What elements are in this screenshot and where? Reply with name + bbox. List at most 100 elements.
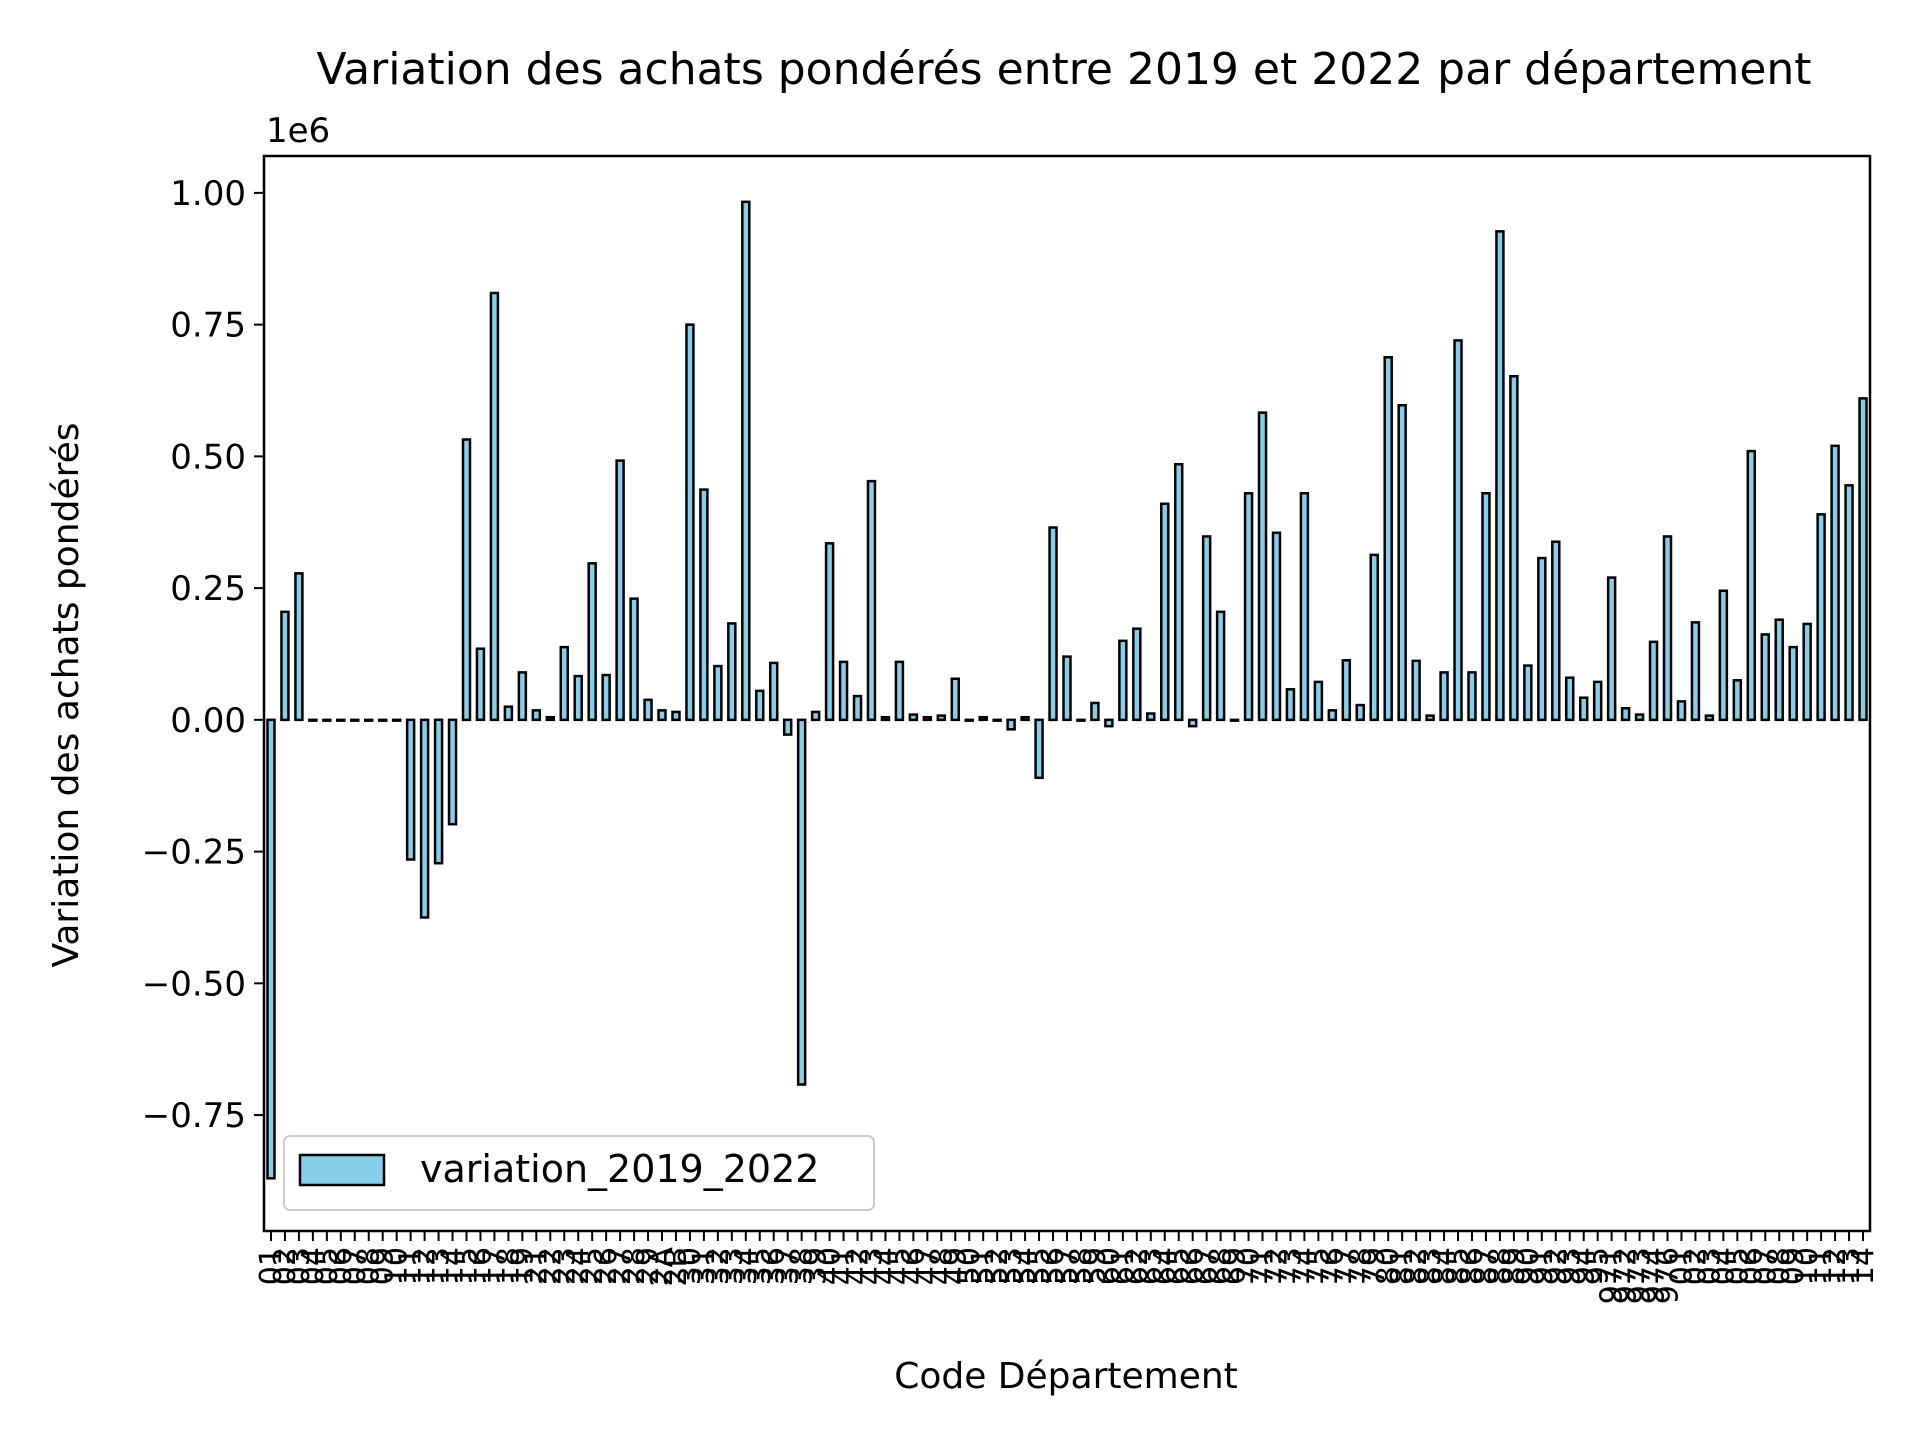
x-tick-label: 12 <box>408 1247 443 1285</box>
x-tick-label: 01 <box>1664 1247 1699 1285</box>
bar <box>1425 714 1435 722</box>
bar <box>1662 535 1673 722</box>
x-tick-label: 75 <box>1301 1247 1336 1285</box>
bar <box>1732 679 1743 722</box>
x-tick-label: 54 <box>1008 1247 1043 1285</box>
bar <box>531 709 542 722</box>
x-tick-label: 2A <box>645 1247 680 1287</box>
x-tick-label: 37 <box>771 1247 806 1285</box>
x-tick-label: 04 <box>296 1247 331 1285</box>
x-tick-label: 72 <box>1259 1247 1294 1285</box>
bar <box>1341 659 1352 722</box>
bar <box>1634 713 1645 722</box>
bar <box>1090 701 1100 722</box>
bar <box>1104 718 1114 728</box>
bar <box>1858 397 1868 722</box>
bar <box>1830 444 1840 722</box>
bar <box>1020 715 1030 722</box>
x-tick-label: 15 <box>449 1247 484 1285</box>
bar <box>1285 688 1296 722</box>
bar <box>643 698 653 722</box>
bar <box>629 597 639 722</box>
bar <box>1592 680 1603 722</box>
x-tick-label: 66 <box>1176 1247 1211 1285</box>
x-tick-label: 11 <box>394 1247 429 1285</box>
bar <box>280 610 290 722</box>
x-tick-label: 973 <box>1623 1247 1658 1304</box>
x-tick-label: 42 <box>841 1247 876 1285</box>
bar <box>433 718 444 865</box>
bar <box>727 622 737 722</box>
bar <box>1062 655 1072 722</box>
x-tick-label: 12 <box>1818 1247 1853 1285</box>
x-tick-label: 57 <box>1050 1247 1085 1285</box>
x-tick-label: 02 <box>268 1247 303 1285</box>
x-tick-label: 13 <box>1832 1247 1867 1285</box>
bar <box>1257 411 1268 722</box>
x-tick-label: 43 <box>854 1247 889 1285</box>
x-tick-label: 04 <box>1706 1247 1741 1285</box>
bar <box>587 562 597 722</box>
x-tick-label: 71 <box>1246 1247 1281 1285</box>
bar <box>405 718 416 861</box>
bar <box>1481 492 1491 722</box>
bar <box>713 664 723 722</box>
y-axis-label: Variation des achats pondérés <box>46 422 87 967</box>
bar <box>545 715 556 722</box>
x-tick-label: 48 <box>924 1247 959 1285</box>
x-tick-label: 03 <box>282 1247 317 1285</box>
x-tick-label: 50 <box>952 1247 987 1285</box>
legend: variation_2019_2022 <box>283 1135 875 1211</box>
x-tick-label: 87 <box>1469 1247 1504 1285</box>
y-tick-label: −0.50 <box>142 964 246 1004</box>
y-tick-label: −0.25 <box>142 833 246 873</box>
bar <box>1802 622 1812 722</box>
bar <box>978 715 988 722</box>
bar <box>266 718 276 1180</box>
x-tick-label: 33 <box>715 1247 750 1285</box>
x-tick-label: 28 <box>617 1247 652 1285</box>
bar <box>350 718 360 722</box>
bar <box>1397 404 1407 722</box>
x-tick-label: 976 <box>1651 1247 1686 1304</box>
bar <box>559 645 569 722</box>
x-tick-label: 34 <box>729 1247 764 1285</box>
bar <box>699 488 709 722</box>
bar <box>1146 712 1156 722</box>
bar <box>1648 640 1659 722</box>
x-tick-label: 23 <box>547 1247 582 1285</box>
x-tick-label: 14 <box>436 1247 471 1285</box>
bar <box>852 694 863 722</box>
bar <box>308 718 318 722</box>
bar <box>768 661 779 722</box>
bar <box>1369 553 1379 722</box>
bar <box>1411 659 1421 722</box>
y-tick-label: 0.75 <box>170 306 246 346</box>
x-tick-label: 18 <box>491 1247 526 1285</box>
x-tick-label: 58 <box>1064 1247 1099 1285</box>
bar <box>1565 676 1575 722</box>
bar <box>782 718 793 736</box>
x-tick-label: 79 <box>1357 1247 1392 1285</box>
bar <box>363 718 374 722</box>
bar <box>950 677 961 722</box>
legend-box <box>283 1135 875 1211</box>
x-tick-label: 90 <box>1511 1247 1546 1285</box>
bar <box>1327 709 1338 722</box>
bar <box>1271 531 1282 722</box>
x-tick-label: 40 <box>813 1247 848 1285</box>
bar <box>1718 589 1729 722</box>
x-tick-label: 971 <box>1595 1247 1630 1304</box>
x-tick-label: 09 <box>1776 1247 1811 1285</box>
bar <box>741 200 751 722</box>
bar <box>1299 492 1310 722</box>
bar <box>1187 718 1198 728</box>
bar <box>1229 718 1240 722</box>
bar <box>419 718 430 919</box>
x-tick-label: 07 <box>338 1247 373 1285</box>
x-tick-label: 11 <box>1804 1247 1839 1285</box>
bar <box>294 572 304 722</box>
x-tick-label: 35 <box>743 1247 778 1285</box>
bar <box>461 438 472 722</box>
bar <box>377 718 388 722</box>
